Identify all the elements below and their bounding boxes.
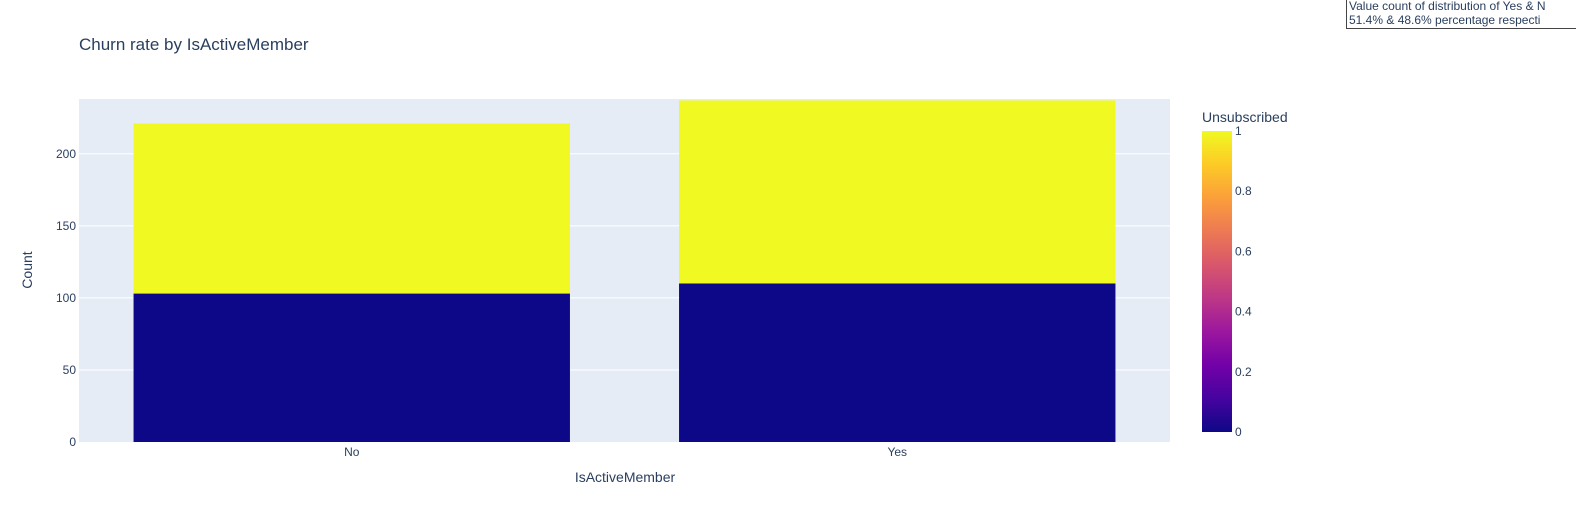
y-tick-label: 150 <box>56 219 76 233</box>
y-tick-label: 200 <box>56 147 76 161</box>
bar-yes-1 <box>679 100 1116 284</box>
bar-yes-0 <box>679 283 1116 442</box>
bar-no-0 <box>133 293 570 442</box>
y-tick-label: 100 <box>56 291 76 305</box>
y-axis-ticks: 0 50 100 150 200 <box>56 147 76 449</box>
colorbar-ticks: 0 0.2 0.4 0.6 0.8 1 <box>1235 124 1252 439</box>
annotation-box: Value count of distribution of Yes & N 5… <box>1346 0 1576 29</box>
x-tick-label: No <box>344 445 360 459</box>
colorbar-tick-label: 0.8 <box>1235 184 1252 198</box>
annotation-line-2: 51.4% & 48.6% percentage respecti <box>1349 13 1541 27</box>
annotation-line-1: Value count of distribution of Yes & N <box>1349 0 1546 13</box>
x-axis-ticks: No Yes <box>344 445 907 459</box>
colorbar-tick-label: 0.2 <box>1235 365 1252 379</box>
colorbar-tick-label: 0 <box>1235 425 1242 439</box>
colorbar-title: Unsubscribed <box>1202 109 1288 125</box>
x-axis-title: IsActiveMember <box>575 469 676 485</box>
x-tick-label: Yes <box>887 445 907 459</box>
chart-title: Churn rate by IsActiveMember <box>79 35 309 54</box>
colorbar <box>1202 131 1232 432</box>
y-tick-label: 0 <box>69 435 76 449</box>
colorbar-tick-label: 0.6 <box>1235 244 1252 258</box>
colorbar-tick-label: 1 <box>1235 124 1242 138</box>
y-axis-title: Count <box>19 251 35 288</box>
y-tick-label: 50 <box>63 363 77 377</box>
bar-no-1 <box>133 123 570 294</box>
bars <box>133 100 1116 442</box>
colorbar-tick-label: 0.4 <box>1235 305 1252 319</box>
